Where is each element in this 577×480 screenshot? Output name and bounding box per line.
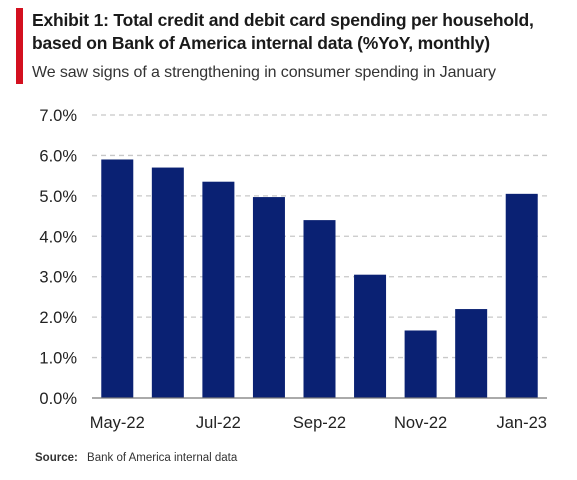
bar-chart: 0.0% 1.0% 2.0% 3.0% 4.0% 5.0% 6.0% 7.0% May-22 J…	[39, 107, 547, 432]
chart-subtitle: We saw signs of a strengthening in consu…	[32, 64, 496, 81]
accent-bar	[16, 8, 23, 84]
bar-sep-22	[303, 220, 336, 398]
bar-nov-22	[404, 330, 437, 398]
bar-dec-22	[455, 309, 488, 398]
y-tick-label: 5.0%	[39, 188, 77, 206]
bar-jan-23	[505, 193, 538, 398]
y-tick-label: 3.0%	[39, 269, 77, 287]
y-axis: 0.0% 1.0% 2.0% 3.0% 4.0% 5.0% 6.0% 7.0%	[39, 107, 77, 408]
y-tick-label: 4.0%	[39, 228, 77, 246]
chart-title: Exhibit 1: Total credit and debit card s…	[32, 10, 534, 53]
x-tick-label: May-22	[90, 414, 145, 432]
y-tick-label: 0.0%	[39, 390, 77, 408]
bar-oct-22	[354, 274, 387, 398]
source-label: Source:	[35, 452, 78, 464]
bars	[101, 159, 538, 398]
bar-aug-22	[252, 197, 285, 398]
x-tick-label: Jan-23	[496, 414, 546, 432]
x-tick-label: Jul-22	[196, 414, 241, 432]
x-tick-label: Sep-22	[293, 414, 346, 432]
bar-may-22	[101, 159, 134, 398]
bar-jul-22	[202, 181, 235, 398]
x-axis: May-22 Jul-22 Sep-22 Nov-22 Jan-23	[90, 414, 547, 432]
chart-header: Exhibit 1: Total credit and debit card s…	[0, 0, 577, 90]
x-tick-label: Nov-22	[394, 414, 447, 432]
y-tick-label: 1.0%	[39, 350, 77, 368]
y-tick-label: 7.0%	[39, 107, 77, 125]
y-tick-label: 6.0%	[39, 147, 77, 165]
source-text: Bank of America internal data	[87, 452, 238, 464]
y-tick-label: 2.0%	[39, 309, 77, 327]
source-note: Source: Bank of America internal data	[35, 452, 237, 464]
bar-jun-22	[151, 167, 184, 398]
